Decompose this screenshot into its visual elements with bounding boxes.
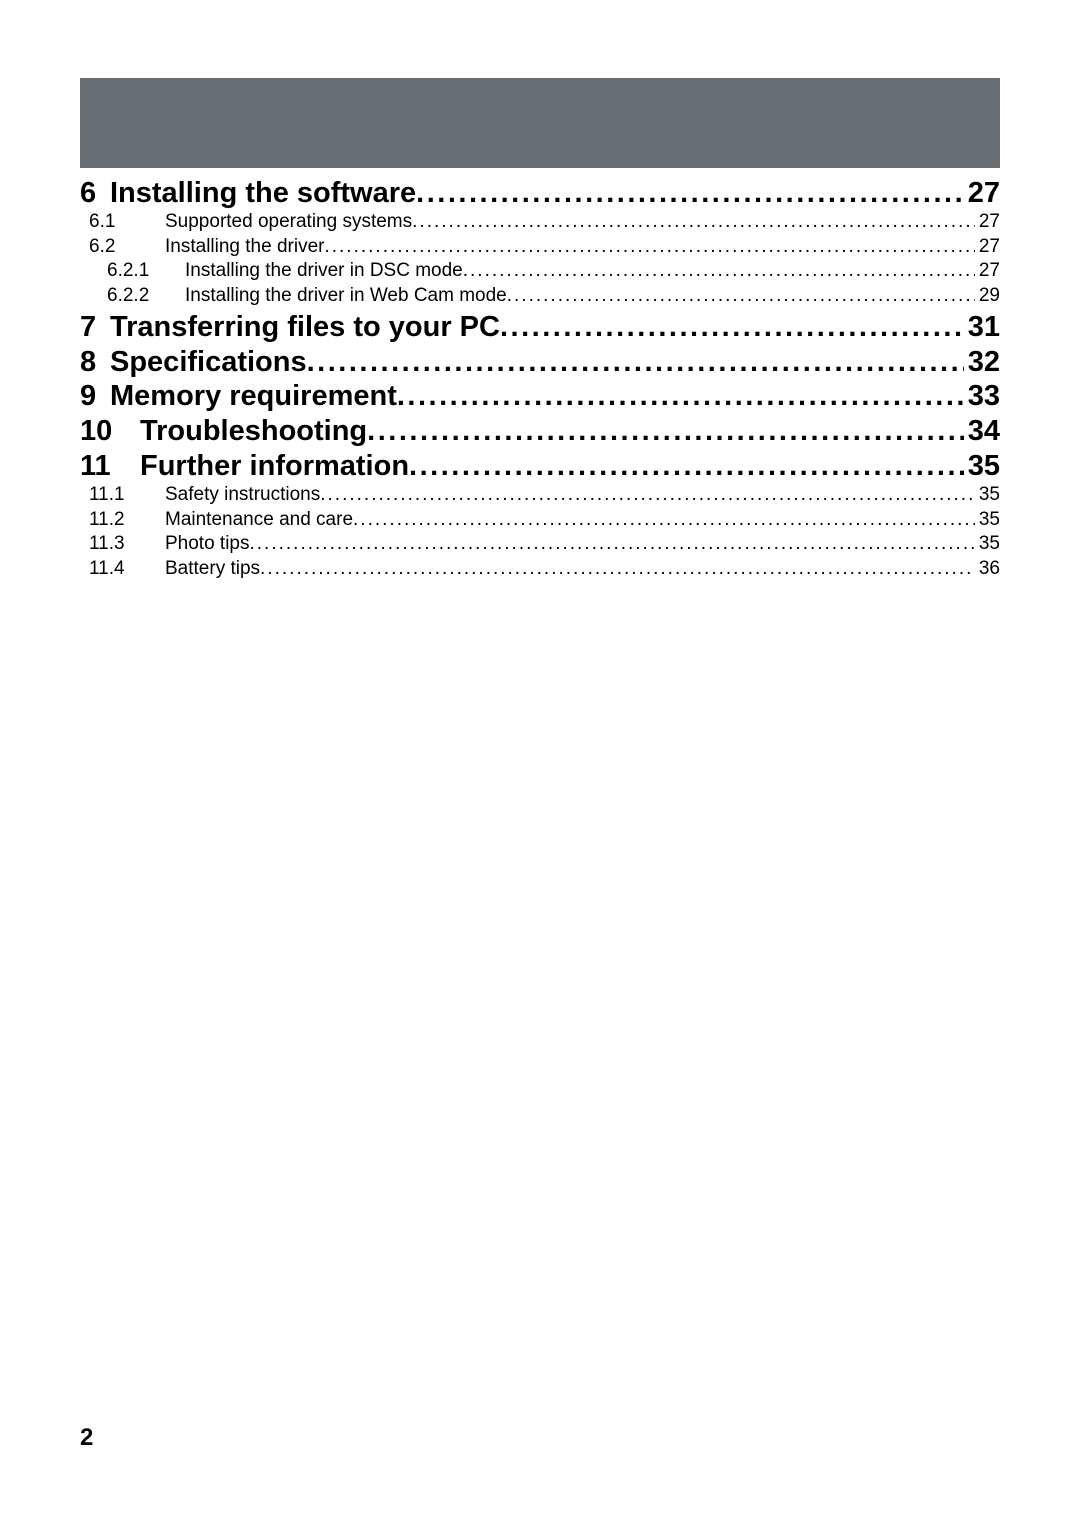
- toc-entry-title: Installing the driver in Web Cam mode: [185, 284, 507, 309]
- toc-leader-dots: ........................................…: [367, 416, 964, 448]
- toc-entry: 6Installing the software................…: [80, 178, 1000, 210]
- header-bar: [80, 78, 1000, 168]
- toc-entry: 6.2.2Installing the driver in Web Cam mo…: [80, 284, 1000, 309]
- toc-leader-dots: ........................................…: [500, 312, 964, 344]
- toc-leader-dots: ........................................…: [507, 284, 975, 309]
- toc-leader-dots: ........................................…: [416, 178, 964, 210]
- toc-leader-dots: ........................................…: [353, 508, 975, 533]
- toc-entry-title: Specifications: [110, 347, 307, 379]
- toc-entry-number: 6: [80, 178, 110, 210]
- toc-entry-number: 11.4: [89, 557, 165, 582]
- toc-entry: 11.3Photo tips..........................…: [80, 532, 1000, 557]
- toc-entry: 7Transferring files to your PC..........…: [80, 312, 1000, 344]
- toc-entry-page: 35: [975, 532, 1000, 557]
- toc-leader-dots: ........................................…: [260, 557, 975, 582]
- toc-entry-page: 27: [975, 210, 1000, 235]
- toc-entry-number: 6.2: [89, 235, 165, 260]
- toc-entry-title: Photo tips: [165, 532, 250, 557]
- toc-leader-dots: ........................................…: [307, 347, 964, 379]
- toc-entry-page: 33: [964, 381, 1000, 413]
- toc-entry-page: 35: [975, 508, 1000, 533]
- toc-entry: 6.2Installing the driver................…: [80, 235, 1000, 260]
- toc-leader-dots: ........................................…: [463, 259, 975, 284]
- toc-entry: 11Further information...................…: [80, 451, 1000, 483]
- toc-leader-dots: ........................................…: [409, 451, 964, 483]
- toc-entry-page: 27: [975, 259, 1000, 284]
- toc-entry-number: 11.3: [89, 532, 165, 557]
- toc-entry: 6.2.1Installing the driver in DSC mode..…: [80, 259, 1000, 284]
- toc-entry-title: Installing the driver in DSC mode: [185, 259, 463, 284]
- toc-entry-page: 27: [975, 235, 1000, 260]
- toc-entry-title: Memory requirement: [110, 381, 397, 413]
- toc-entry-number: 8: [80, 347, 110, 379]
- toc-entry-number: 9: [80, 381, 110, 413]
- toc-entry-title: Installing the driver: [165, 235, 324, 260]
- toc-entry-title: Installing the software: [110, 178, 416, 210]
- toc-entry-title: Maintenance and care: [165, 508, 353, 533]
- toc-entry-number: 11.1: [89, 483, 165, 508]
- toc-entry-page: 27: [964, 178, 1000, 210]
- toc-entry-page: 31: [964, 312, 1000, 344]
- toc-entry-page: 35: [964, 451, 1000, 483]
- toc-entry-number: 10: [80, 416, 140, 448]
- toc-entry-number: 11.2: [89, 508, 165, 533]
- toc-leader-dots: ........................................…: [412, 210, 975, 235]
- page-number: 2: [80, 1424, 93, 1452]
- toc-leader-dots: ........................................…: [320, 483, 975, 508]
- toc-entry-page: 32: [964, 347, 1000, 379]
- toc-entry-title: Safety instructions: [165, 483, 320, 508]
- toc-entry-page: 34: [964, 416, 1000, 448]
- toc-entry: 11.2Maintenance and care................…: [80, 508, 1000, 533]
- toc-entry-number: 7: [80, 312, 110, 344]
- toc-entry-number: 6.2.2: [107, 284, 185, 309]
- toc-entry-page: 35: [975, 483, 1000, 508]
- toc-entry: 6.1Supported operating systems..........…: [80, 210, 1000, 235]
- toc-entry-title: Transferring files to your PC: [110, 312, 500, 344]
- toc-entry: 8Specifications.........................…: [80, 347, 1000, 379]
- toc-entry: 11.1Safety instructions.................…: [80, 483, 1000, 508]
- toc-entry: 11.4Battery tips........................…: [80, 557, 1000, 582]
- toc-entry-title: Troubleshooting: [140, 416, 367, 448]
- toc-entry-title: Supported operating systems: [165, 210, 412, 235]
- toc-leader-dots: ........................................…: [250, 532, 975, 557]
- toc-entry: 10Troubleshooting.......................…: [80, 416, 1000, 448]
- toc-leader-dots: ........................................…: [324, 235, 974, 260]
- toc-entry-number: 6.2.1: [107, 259, 185, 284]
- toc-entry-title: Battery tips: [165, 557, 260, 582]
- toc-entry-number: 11: [80, 451, 140, 483]
- toc-entry-page: 36: [975, 557, 1000, 582]
- table-of-contents: 6Installing the software................…: [80, 178, 1000, 582]
- toc-entry-title: Further information: [140, 451, 409, 483]
- toc-entry-page: 29: [975, 284, 1000, 309]
- toc-entry-number: 6.1: [89, 210, 165, 235]
- toc-entry: 9Memory requirement.....................…: [80, 381, 1000, 413]
- document-page: 6Installing the software................…: [0, 0, 1080, 582]
- toc-leader-dots: ........................................…: [397, 381, 964, 413]
